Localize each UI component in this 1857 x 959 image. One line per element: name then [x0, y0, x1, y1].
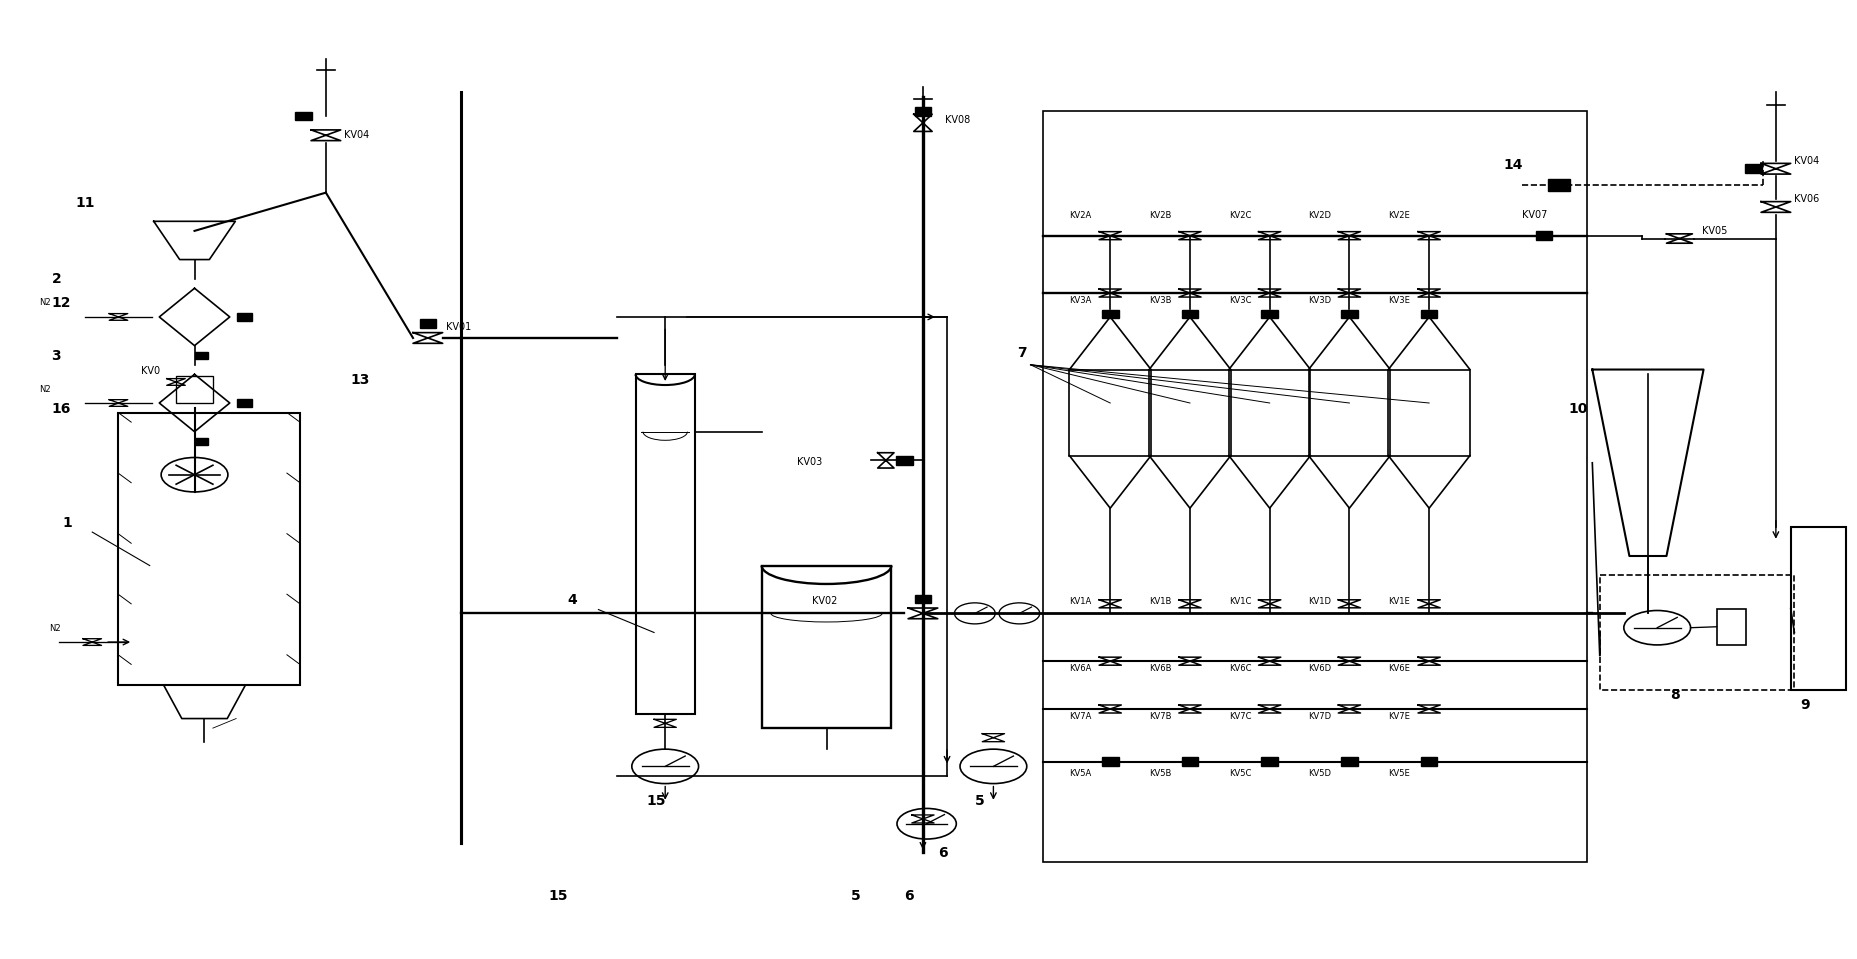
Bar [295, 112, 312, 121]
Bar [1341, 758, 1357, 766]
Text: KV5E: KV5E [1389, 769, 1409, 778]
Text: 7: 7 [1018, 346, 1027, 360]
Text: 4: 4 [566, 593, 578, 607]
Bar [1181, 310, 1198, 318]
Bar [916, 107, 930, 116]
Text: KV6E: KV6E [1389, 664, 1409, 673]
Bar [238, 314, 253, 320]
Text: KV3B: KV3B [1149, 295, 1172, 305]
Text: KV3C: KV3C [1229, 295, 1252, 305]
Text: 15: 15 [646, 794, 667, 807]
Bar [1421, 758, 1437, 766]
Text: KV2C: KV2C [1229, 211, 1252, 221]
Bar [420, 319, 436, 328]
Bar [176, 376, 214, 403]
Bar [1309, 369, 1391, 456]
Bar [916, 595, 930, 603]
Text: KV7B: KV7B [1149, 712, 1172, 720]
Text: KV02: KV02 [812, 596, 838, 606]
Text: KV6C: KV6C [1229, 664, 1252, 673]
Bar [1181, 758, 1198, 766]
Bar [1149, 369, 1231, 456]
Text: 6: 6 [904, 889, 914, 903]
Bar [195, 438, 208, 445]
Text: 14: 14 [1504, 157, 1523, 172]
Text: 2: 2 [52, 272, 61, 287]
Text: 6: 6 [938, 846, 947, 860]
Text: KV7E: KV7E [1389, 712, 1409, 720]
Text: KV06: KV06 [1794, 194, 1820, 204]
Bar [1746, 164, 1762, 173]
Text: 16: 16 [52, 402, 71, 415]
Text: 1: 1 [63, 516, 72, 530]
Text: 5: 5 [851, 889, 860, 903]
Bar [1716, 609, 1746, 644]
Bar [1790, 527, 1846, 690]
Bar [1070, 369, 1151, 456]
Text: KV1D: KV1D [1309, 596, 1331, 606]
Text: KV7A: KV7A [1070, 712, 1092, 720]
Bar [635, 374, 695, 713]
Text: N2: N2 [39, 385, 50, 393]
Bar [1229, 369, 1311, 456]
Text: 12: 12 [52, 296, 71, 311]
Bar [1261, 310, 1278, 318]
Text: 9: 9 [1799, 698, 1809, 712]
Text: KV7D: KV7D [1309, 712, 1331, 720]
Text: KV08: KV08 [945, 115, 971, 125]
Text: 10: 10 [1567, 402, 1588, 415]
Text: KV2D: KV2D [1309, 211, 1331, 221]
Text: N2: N2 [50, 623, 61, 633]
Bar [761, 566, 891, 728]
Bar [1536, 231, 1552, 240]
Text: KV7C: KV7C [1229, 712, 1252, 720]
Bar [1101, 758, 1118, 766]
Text: KV6D: KV6D [1309, 664, 1331, 673]
Text: 5: 5 [975, 794, 984, 807]
Bar [1549, 179, 1569, 191]
Text: KV1E: KV1E [1389, 596, 1409, 606]
Text: KV0: KV0 [141, 366, 160, 376]
Text: KV1B: KV1B [1149, 596, 1172, 606]
Text: KV1A: KV1A [1070, 596, 1092, 606]
Text: KV2B: KV2B [1149, 211, 1172, 221]
Text: KV6B: KV6B [1149, 664, 1172, 673]
Bar [238, 399, 253, 407]
Bar [1044, 111, 1586, 862]
Text: 13: 13 [349, 373, 370, 386]
Bar [195, 352, 208, 359]
Text: KV01: KV01 [446, 322, 472, 333]
Text: KV2A: KV2A [1070, 211, 1092, 221]
Text: N2: N2 [39, 298, 50, 308]
Bar [897, 456, 914, 465]
Text: KV3E: KV3E [1389, 295, 1409, 305]
Text: KV5B: KV5B [1149, 769, 1172, 778]
Text: KV6A: KV6A [1070, 664, 1092, 673]
Text: KV04: KV04 [344, 130, 370, 140]
Text: KV5C: KV5C [1229, 769, 1252, 778]
Text: KV04: KV04 [1794, 156, 1820, 166]
Text: KV5A: KV5A [1070, 769, 1092, 778]
Text: 11: 11 [76, 196, 95, 210]
Text: 8: 8 [1669, 689, 1681, 702]
Text: 15: 15 [548, 889, 568, 903]
Bar [1599, 575, 1794, 690]
Bar [1389, 369, 1471, 456]
Text: 3: 3 [52, 349, 61, 363]
Text: KV03: KV03 [797, 457, 823, 467]
Bar [119, 412, 301, 685]
Bar [1341, 310, 1357, 318]
Bar [1261, 758, 1278, 766]
Text: KV05: KV05 [1701, 225, 1727, 236]
Text: KV2E: KV2E [1389, 211, 1409, 221]
Bar [1421, 310, 1437, 318]
Text: KV3D: KV3D [1309, 295, 1331, 305]
Text: KV1C: KV1C [1229, 596, 1252, 606]
Text: KV3A: KV3A [1070, 295, 1092, 305]
Bar [1101, 310, 1118, 318]
Text: KV07: KV07 [1523, 210, 1547, 221]
Text: KV5D: KV5D [1309, 769, 1331, 778]
